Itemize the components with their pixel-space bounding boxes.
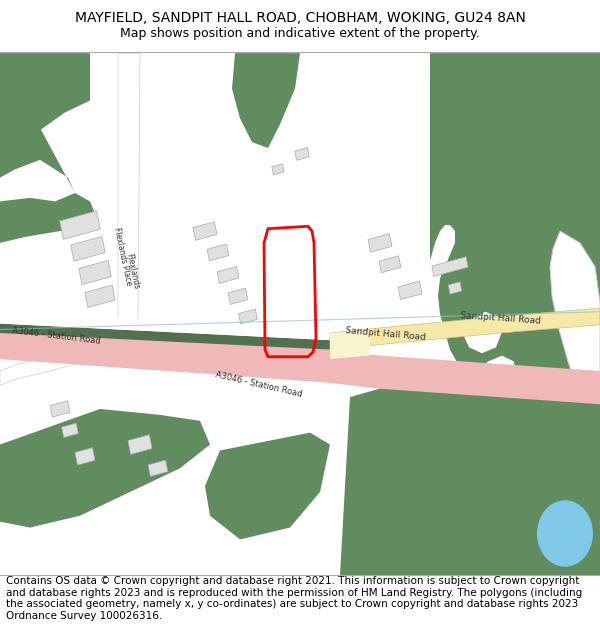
Polygon shape	[79, 261, 111, 284]
Polygon shape	[480, 356, 516, 389]
Polygon shape	[207, 244, 229, 261]
Polygon shape	[330, 331, 370, 359]
Text: Sandpit Hall Road: Sandpit Hall Road	[345, 326, 426, 342]
Polygon shape	[217, 266, 239, 283]
Polygon shape	[71, 236, 105, 261]
Polygon shape	[85, 285, 115, 308]
Text: Map shows position and indicative extent of the property.: Map shows position and indicative extent…	[120, 28, 480, 41]
Text: MAYFIELD, SANDPIT HALL ROAD, CHOBHAM, WOKING, GU24 8AN: MAYFIELD, SANDPIT HALL ROAD, CHOBHAM, WO…	[74, 11, 526, 26]
Polygon shape	[368, 234, 392, 253]
Text: Sandpit Hall Road: Sandpit Hall Road	[460, 311, 541, 326]
Polygon shape	[62, 423, 79, 438]
Polygon shape	[463, 312, 502, 353]
Text: A3046 - Station Road: A3046 - Station Road	[12, 326, 101, 346]
Polygon shape	[0, 342, 110, 385]
Polygon shape	[0, 326, 600, 404]
Polygon shape	[432, 257, 468, 276]
Polygon shape	[330, 308, 600, 349]
Polygon shape	[0, 292, 330, 328]
Polygon shape	[239, 309, 257, 324]
Polygon shape	[398, 281, 422, 299]
Polygon shape	[232, 53, 300, 148]
Polygon shape	[550, 231, 600, 403]
Polygon shape	[228, 288, 248, 304]
Polygon shape	[430, 53, 600, 439]
Polygon shape	[128, 434, 152, 454]
Polygon shape	[59, 211, 100, 239]
Polygon shape	[272, 164, 284, 175]
Polygon shape	[448, 282, 462, 294]
Polygon shape	[0, 312, 330, 340]
Polygon shape	[118, 53, 140, 326]
Polygon shape	[50, 401, 70, 417]
Text: A3046 - Station Road: A3046 - Station Road	[215, 371, 304, 399]
Text: Flexlands Place: Flexlands Place	[112, 227, 133, 286]
Text: Flexlands: Flexlands	[124, 253, 140, 290]
Polygon shape	[0, 53, 90, 160]
Polygon shape	[193, 222, 217, 241]
Polygon shape	[205, 432, 330, 539]
Polygon shape	[75, 448, 95, 465]
Polygon shape	[340, 326, 600, 575]
Text: Contains OS data © Crown copyright and database right 2021. This information is : Contains OS data © Crown copyright and d…	[6, 576, 582, 621]
Polygon shape	[0, 409, 210, 528]
Polygon shape	[0, 53, 95, 243]
Polygon shape	[295, 148, 309, 160]
Circle shape	[537, 500, 593, 567]
Polygon shape	[379, 256, 401, 272]
Polygon shape	[0, 324, 330, 349]
Polygon shape	[148, 460, 168, 476]
